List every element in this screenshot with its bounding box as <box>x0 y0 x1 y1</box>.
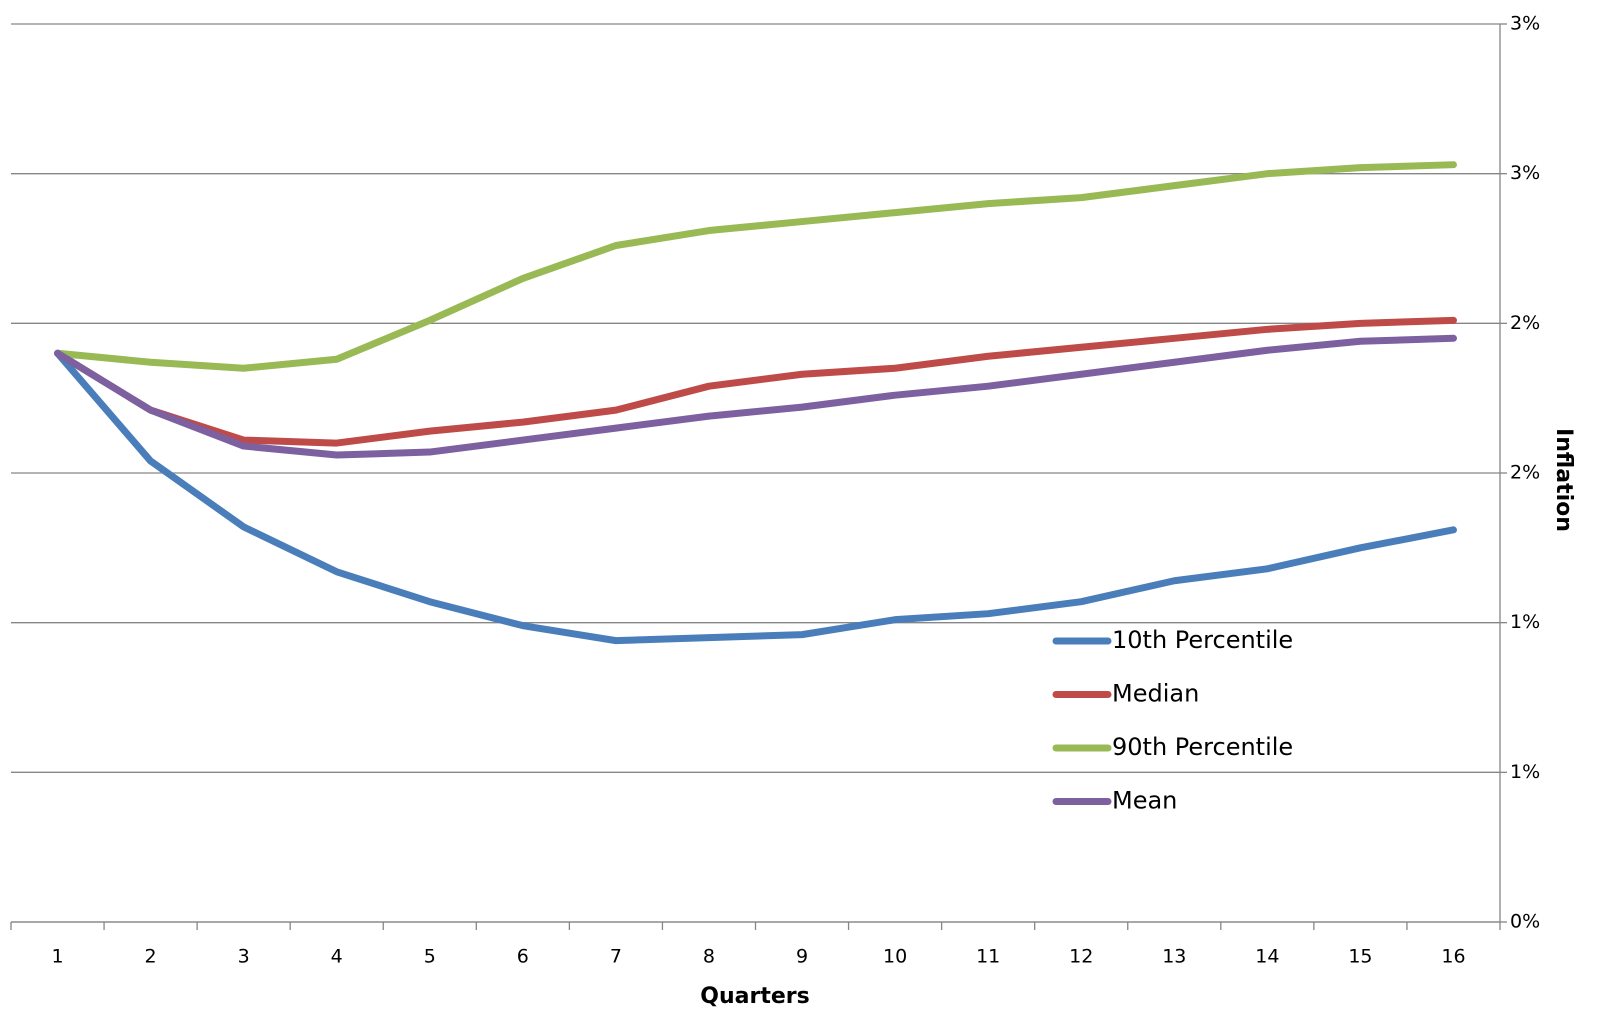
x-tick-label: 4 <box>331 946 343 968</box>
x-tick-label: 5 <box>424 946 436 968</box>
x-tick-label: 15 <box>1348 946 1372 968</box>
legend-label: Median <box>1112 680 1199 708</box>
x-tick-label: 7 <box>610 946 622 968</box>
x-tick-label: 6 <box>517 946 529 968</box>
legend-label: 10th Percentile <box>1112 626 1293 654</box>
y-tick-label: 1% <box>1510 611 1540 633</box>
y-tick-label: 2% <box>1510 462 1540 484</box>
y-tick-label: 3% <box>1510 162 1540 184</box>
legend-label: Mean <box>1112 787 1177 815</box>
x-tick-label: 1 <box>51 946 63 968</box>
y-tick-label: 0% <box>1510 911 1540 933</box>
line <box>54 316 1457 447</box>
x-tick-label: 2 <box>145 946 157 968</box>
x-tick-label: 3 <box>238 946 250 968</box>
line <box>54 161 1457 372</box>
y-tick-label: 2% <box>1510 312 1540 334</box>
line <box>54 349 1457 645</box>
x-tick-label: 10 <box>883 946 907 968</box>
y-axis-label: Inflation <box>1551 428 1576 532</box>
x-tick-label: 12 <box>1069 946 1093 968</box>
line <box>54 334 1457 459</box>
x-tick-label: 16 <box>1441 946 1465 968</box>
y-tick-label: 1% <box>1510 761 1540 783</box>
legend-label: 90th Percentile <box>1112 733 1293 761</box>
y-tick-label: 3% <box>1510 13 1540 35</box>
x-tick-label: 9 <box>796 946 808 968</box>
x-tick-label: 11 <box>976 946 1000 968</box>
x-axis-label: Quarters <box>700 984 809 1009</box>
x-tick-label: 14 <box>1255 946 1279 968</box>
x-tick-label: 8 <box>703 946 715 968</box>
x-tick-label: 13 <box>1162 946 1186 968</box>
